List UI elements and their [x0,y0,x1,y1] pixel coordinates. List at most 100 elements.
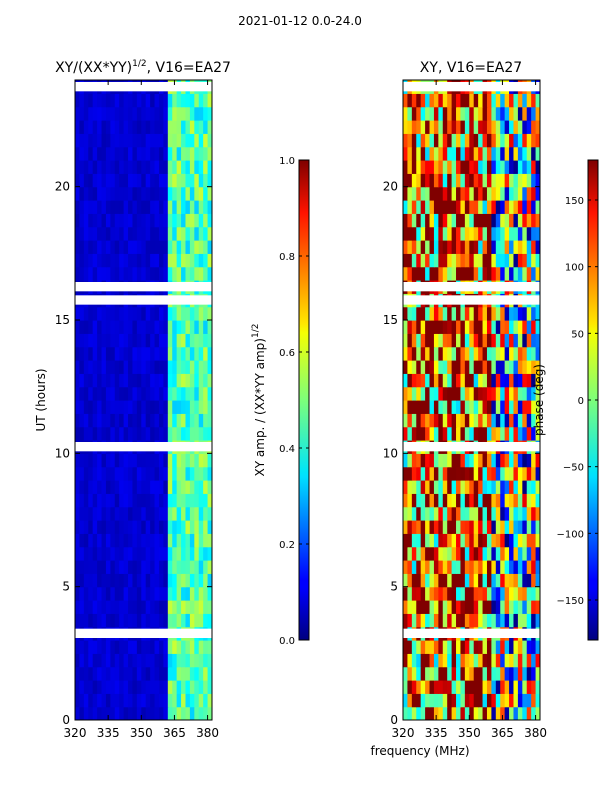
amplitude-cell [114,693,120,708]
phase-cell [500,373,506,388]
amplitude-cell [145,453,151,468]
phase-cell [442,573,448,588]
amplitude-cell [83,680,89,694]
phase-cell [500,120,506,134]
phase-cell [464,453,470,468]
phase-cell [535,160,540,174]
amplitude-cell [136,120,142,134]
amplitude-cell [154,546,160,561]
phase-cell [433,160,439,174]
amplitude-cell [132,413,138,428]
amplitude-cell [105,573,111,588]
phase-cell [411,306,417,321]
phase-cell [513,520,519,534]
phase-cell [438,653,444,668]
amplitude-cell [154,320,160,334]
phase-cell [535,533,540,548]
phase-cell [420,360,426,374]
amplitude-cell [198,533,204,548]
phase-cell [460,386,466,401]
amplitude-cell [101,373,107,388]
amplitude-cell [189,666,195,681]
amplitude-cell [105,320,111,334]
phase-cell [500,546,506,561]
phase-cell [429,186,435,201]
phase-cell [531,306,537,321]
phase-cell [491,373,497,388]
amplitude-cell [79,546,85,561]
phase-cell [416,106,422,121]
amplitude-cell [198,93,204,108]
amplitude-cell [198,320,204,334]
amplitude-cell [154,706,160,720]
phase-cell [478,533,484,548]
phase-cell [504,706,510,720]
phase-cell [495,653,501,668]
phase-cell [513,386,519,401]
amplitude-cell [92,333,98,348]
phase-cell [531,266,537,281]
phase-cell [517,506,523,521]
amplitude-cell [203,240,209,254]
amplitude-cell [145,426,151,441]
amplitude-cell [194,360,200,374]
amplitude-cell [189,533,195,548]
phase-cell [473,226,479,241]
phase-cell [403,493,409,508]
amplitude-cell [83,226,89,241]
amplitude-cell [203,266,209,281]
phase-cell [433,573,439,588]
amplitude-cell [145,533,151,548]
phase-cell [504,253,510,268]
amplitude-cell [119,160,125,174]
amplitude-cell [154,680,160,694]
amplitude-cell [101,640,107,654]
amplitude-cell [136,560,142,574]
amplitude-cell [75,253,81,268]
amplitude-cell [97,320,103,334]
phase-cell [425,160,431,174]
phase-cell [420,413,426,428]
amplitude-cell [75,466,81,481]
amplitude-cell [101,333,107,348]
amplitude-cell [128,93,134,108]
phase-cell [500,320,506,334]
phase-colorbar-tick-label: 50 [571,329,584,340]
amplitude-cell [136,160,142,174]
amplitude-cell [167,480,173,494]
amplitude-cell [176,346,182,361]
amplitude-cell [189,266,195,281]
amplitude-cell [101,120,107,134]
phase-cell [473,573,479,588]
amplitude-cell [181,360,187,374]
amplitude-cell [189,466,195,481]
phase-cell [469,320,475,334]
amplitude-cell [132,640,138,654]
phase-cell [495,373,501,388]
phase-cell [469,306,475,321]
amplitude-cell [163,706,169,720]
amplitude-cell [128,160,134,174]
phase-cell [456,493,462,508]
phase-cell [522,506,528,521]
amplitude-cell [110,400,116,414]
amplitude-cell [203,346,209,361]
amplitude-cell [150,240,156,254]
amplitude-cell [119,706,125,720]
phase-cell [442,133,448,148]
amplitude-cell [198,400,204,414]
amplitude-cell [119,146,125,161]
amplitude-colorbar-tick-label: 0.6 [279,348,295,359]
amplitude-cell [123,653,129,668]
amplitude-cell [79,226,85,241]
amplitude-cell [198,560,204,574]
phase-cell [482,120,488,134]
amplitude-cell [145,106,151,121]
phase-cell [473,426,479,441]
phase-cell [473,213,479,228]
amplitude-cell [128,120,134,134]
phase-cell [438,320,444,334]
amplitude-cell [101,346,107,361]
phase-cell [429,306,435,321]
amplitude-cell [119,400,125,414]
